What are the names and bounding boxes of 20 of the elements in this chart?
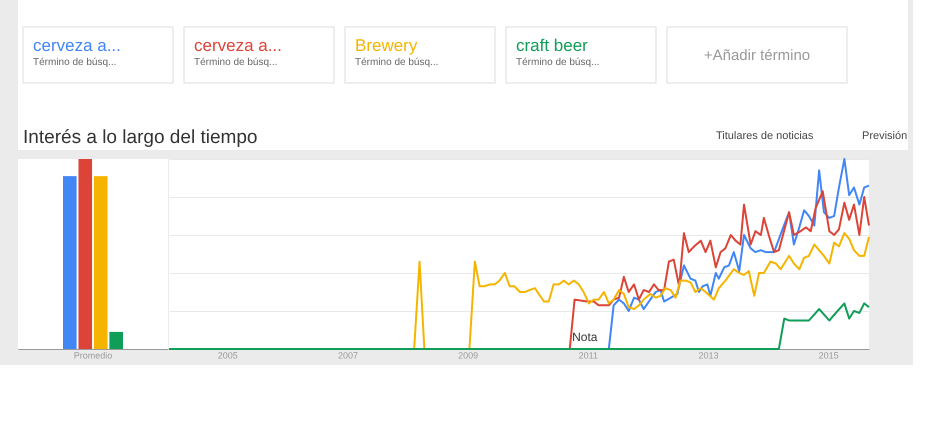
x-tick-label: 2013 <box>698 350 718 360</box>
chart-title: Interés a lo largo del tiempo <box>23 127 258 148</box>
annotation: Nota <box>572 330 598 344</box>
text: Término de búsq... <box>355 57 438 68</box>
x-tick-label: 2015 <box>818 350 839 360</box>
x-tick-label: 2011 <box>578 350 598 360</box>
text: Previsión <box>862 130 908 142</box>
text: Brewery <box>355 36 418 55</box>
x-tick-label: 2005 <box>218 350 238 360</box>
text: +Añadir término <box>704 47 810 64</box>
text: craft beer <box>516 36 588 55</box>
text: cerveza a... <box>33 36 121 55</box>
text: Término de búsq... <box>194 57 278 68</box>
text: Término de búsq... <box>33 57 116 68</box>
x-tick-label: 2007 <box>338 350 358 360</box>
text: cerveza a... <box>194 36 282 55</box>
x-tick-label: 2009 <box>458 350 478 360</box>
x-tick-label: Promedio <box>74 350 112 360</box>
text: Término de búsq... <box>516 57 600 68</box>
text: Titulares de noticias <box>716 130 814 142</box>
